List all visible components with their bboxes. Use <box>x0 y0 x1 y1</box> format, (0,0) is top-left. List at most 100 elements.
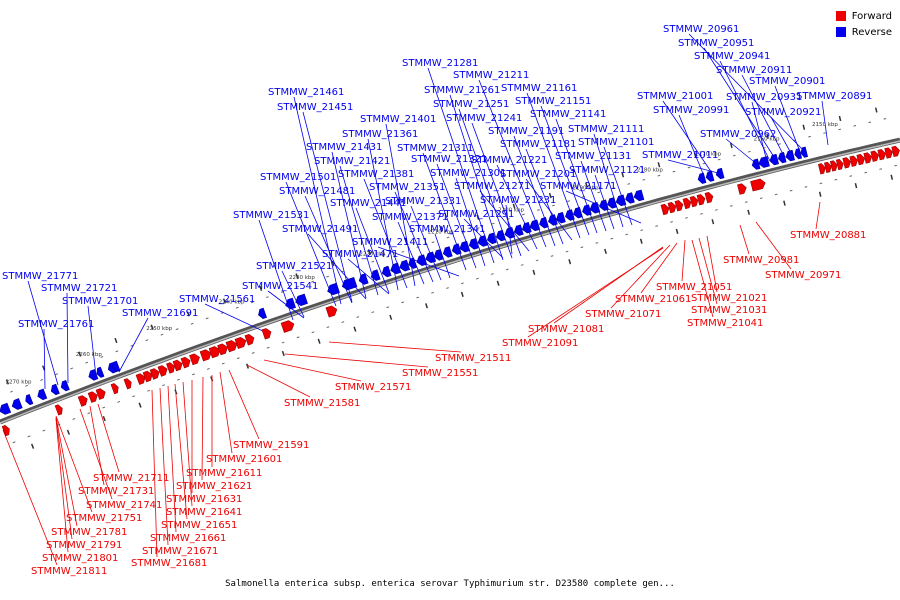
forward-gene-arrow <box>95 388 106 400</box>
forward-gene-arrow <box>217 343 228 356</box>
lower-major-tick <box>102 415 106 422</box>
forward-label-leader <box>284 353 429 368</box>
reverse-label-leader <box>43 328 46 390</box>
gene-arrow-body <box>824 161 832 173</box>
sequence-backbone-highlight <box>0 140 900 424</box>
gene-arrow-body <box>295 293 308 306</box>
upper-major-tick <box>548 192 552 199</box>
reverse-gene-arrow <box>548 214 558 226</box>
reverse-label-leader <box>339 165 379 296</box>
gene-arrow-body <box>87 391 98 403</box>
forward-label-leader <box>328 341 462 353</box>
upper-guide-tick <box>521 213 525 216</box>
lower-guide-tick <box>655 225 659 227</box>
upper-guide-tick <box>401 250 405 253</box>
reverse-gene-arrow <box>285 297 296 310</box>
reverse-gene-label: STMMW_21381 <box>338 169 414 180</box>
upper-guide-tick <box>326 275 330 278</box>
reverse-gene-label: STMMW_21311 <box>397 143 473 154</box>
reverse-gene-label: STMMW_21121 <box>569 165 645 176</box>
reverse-label-leader <box>427 67 495 264</box>
forward-label-leader <box>640 242 678 294</box>
reverse-label-leader <box>307 233 367 300</box>
lower-guide-tick <box>505 268 509 271</box>
gene-arrow-body <box>884 147 893 159</box>
gene-arrow-body <box>674 200 684 212</box>
reverse-gene-arrow <box>408 257 418 269</box>
reverse-gene-label: STMMW_21411 <box>352 237 428 248</box>
gene-arrow-body <box>149 368 160 380</box>
gene-arrow-body <box>842 157 851 169</box>
reverse-gene-arrow <box>785 149 795 162</box>
gene-arrow-body <box>390 262 402 275</box>
reverse-gene-label: STMMW_21321 <box>411 154 487 165</box>
reverse-label-leader <box>355 207 390 294</box>
forward-label-leader <box>55 418 69 553</box>
reverse-gene-arrow <box>769 153 780 166</box>
lower-guide-tick <box>670 221 673 223</box>
gene-arrow-body <box>891 145 900 158</box>
gene-arrow-body <box>667 202 677 214</box>
forward-gene-label: STMMW_20881 <box>790 230 866 241</box>
upper-major-tick <box>802 124 806 130</box>
reverse-label-leader <box>479 190 530 252</box>
lower-guide-tick <box>117 400 121 403</box>
upper-guide-tick <box>552 204 555 207</box>
forward-gene-label: STMMW_21061 <box>615 294 691 305</box>
gene-arrow-body <box>835 158 844 171</box>
reverse-gene-arrow <box>96 366 105 378</box>
forward-gene-arrow <box>849 155 858 167</box>
lower-guide-tick <box>640 229 644 232</box>
lower-guide-tick <box>177 378 180 381</box>
gene-arrow-body <box>504 227 516 239</box>
gene-arrow-body <box>529 219 541 232</box>
reverse-gene-arrow <box>358 273 369 285</box>
upper-guide-tick <box>642 178 646 181</box>
upper-major-tick <box>476 214 480 220</box>
lower-major-tick <box>532 269 536 275</box>
forward-gene-label: STMMW_21661 <box>150 533 226 544</box>
upper-guide-tick <box>597 191 601 194</box>
lower-major-tick <box>245 363 250 369</box>
gene-arrow-body <box>244 333 255 346</box>
gene-arrow-body <box>477 235 489 247</box>
reverse-gene-arrow <box>758 156 770 168</box>
reverse-gene-label: STMMW_21151 <box>515 96 591 107</box>
lower-guide-tick <box>685 217 688 219</box>
reverse-gene-arrow <box>370 269 381 281</box>
forward-gene-arrow <box>135 373 146 385</box>
upper-major-tick <box>367 249 371 255</box>
reverse-gene-arrow <box>459 240 471 253</box>
gene-arrow-body <box>280 320 295 333</box>
reverse-label-leader <box>525 148 564 245</box>
lower-guide-tick <box>431 291 434 294</box>
forward-label-leader <box>79 408 113 500</box>
reverse-label-leader <box>302 111 353 303</box>
reverse-gene-arrow <box>341 277 358 291</box>
upper-major-tick <box>730 142 733 149</box>
lower-guide-tick <box>580 246 584 249</box>
gene-arrow-body <box>737 183 747 195</box>
lower-major-tick <box>66 429 71 435</box>
reverse-gene-label: STMMW_21371 <box>372 212 448 223</box>
reverse-gene-arrow <box>442 246 453 258</box>
upper-major-tick <box>440 225 444 232</box>
gene-arrow-body <box>451 243 462 255</box>
gene-arrow-body <box>142 370 153 383</box>
upper-guide-tick <box>838 128 842 131</box>
gene-arrow-body <box>166 362 175 374</box>
forward-gene-label: STMMW_21081 <box>528 324 604 335</box>
gene-arrow-body <box>95 388 106 400</box>
gene-arrow-body <box>399 259 411 272</box>
forward-gene-arrow <box>737 183 747 195</box>
gene-arrow-body <box>77 395 88 407</box>
lower-guide-tick <box>147 389 151 392</box>
forward-gene-arrow <box>325 305 338 318</box>
reverse-gene-label: STMMW_21161 <box>501 83 577 94</box>
upper-guide-tick <box>672 170 676 173</box>
reverse-gene-label: STMMW_21541 <box>242 281 318 292</box>
lower-major-tick <box>639 238 643 244</box>
upper-guide-tick <box>687 166 691 169</box>
gene-arrow-body <box>829 160 838 172</box>
reverse-label-leader <box>397 221 425 285</box>
